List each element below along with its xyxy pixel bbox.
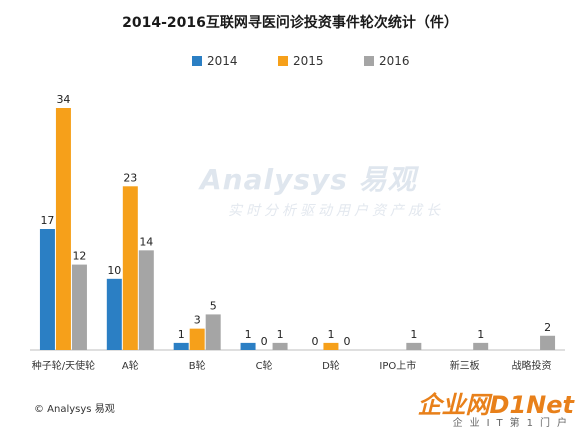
bar-2016-5 bbox=[406, 342, 422, 350]
bar-2016-2 bbox=[205, 314, 221, 350]
legend-label-2015: 2015 bbox=[293, 54, 324, 68]
watermark-tagline: 实时分析驱动用户资产成长 bbox=[228, 203, 444, 219]
data-label-2016-3: 1 bbox=[277, 328, 284, 341]
bar-2014-1 bbox=[106, 278, 122, 350]
bar-2016-0 bbox=[71, 264, 87, 350]
data-label-2016-0: 12 bbox=[72, 250, 86, 263]
bar-2015-4 bbox=[323, 342, 339, 350]
watermark-logo: Analysys 易观 bbox=[200, 163, 417, 196]
data-label-2014-3: 1 bbox=[245, 328, 252, 341]
category-label-6: 新三板 bbox=[450, 359, 480, 372]
category-label-0: 种子轮/天使轮 bbox=[32, 359, 95, 372]
bar-2014-3 bbox=[240, 342, 256, 350]
bar-2016-7 bbox=[540, 335, 556, 350]
data-label-2015-0: 34 bbox=[56, 93, 70, 106]
data-label-2014-2: 1 bbox=[178, 328, 185, 341]
category-label-2: B轮 bbox=[189, 359, 206, 372]
legend-label-2014: 2014 bbox=[207, 54, 238, 68]
legend-swatch-2015 bbox=[278, 56, 288, 66]
bar-2015-1 bbox=[122, 186, 138, 350]
data-label-2016-2: 5 bbox=[210, 299, 217, 312]
legend-item-2015: 2015 bbox=[278, 54, 324, 68]
data-label-2016-6: 1 bbox=[477, 328, 484, 341]
legend-swatch-2014 bbox=[192, 56, 202, 66]
bar-2014-0 bbox=[39, 229, 55, 350]
bar-2015-0 bbox=[55, 108, 71, 350]
data-label-2014-4: 0 bbox=[311, 335, 318, 348]
bar-2016-3 bbox=[272, 342, 288, 350]
chart-title: 2014-2016互联网寻医问诊投资事件轮次统计（件） bbox=[122, 15, 458, 31]
legend-label-2016: 2016 bbox=[379, 54, 410, 68]
data-label-2016-1: 14 bbox=[139, 235, 153, 248]
site-logo-tagline: 企业IT第1门户 bbox=[452, 418, 574, 429]
data-label-2016-7: 2 bbox=[544, 321, 551, 334]
bar-2015-2 bbox=[189, 328, 205, 350]
data-label-2014-1: 10 bbox=[107, 264, 121, 277]
legend-item-2014: 2014 bbox=[192, 54, 238, 68]
data-label-2015-2: 3 bbox=[194, 314, 201, 327]
bar-2014-2 bbox=[173, 342, 189, 350]
data-label-2014-0: 17 bbox=[40, 214, 54, 227]
footer-source: © Analysys 易观 bbox=[34, 404, 115, 415]
data-label-2015-3: 0 bbox=[261, 335, 268, 348]
legend-item-2016: 2016 bbox=[364, 54, 410, 68]
site-logo: 企业网D1Net 企业IT第1门户 bbox=[418, 392, 574, 430]
legend-swatch-2016 bbox=[364, 56, 374, 66]
category-label-7: 战略投资 bbox=[512, 359, 552, 372]
category-label-1: A轮 bbox=[122, 359, 139, 372]
site-logo-name: 企业网D1Net bbox=[417, 391, 574, 419]
category-label-4: D轮 bbox=[322, 359, 340, 372]
bar-2016-6 bbox=[473, 342, 489, 350]
data-label-2016-5: 1 bbox=[410, 328, 417, 341]
category-label-5: IPO上市 bbox=[379, 359, 416, 372]
chart-legend: 2014 2015 2016 bbox=[0, 54, 580, 70]
data-label-2016-4: 0 bbox=[343, 335, 350, 348]
category-label-3: C轮 bbox=[256, 359, 273, 372]
data-label-2015-1: 23 bbox=[123, 171, 137, 184]
bar-2016-1 bbox=[138, 250, 154, 350]
data-label-2015-4: 1 bbox=[327, 328, 334, 341]
